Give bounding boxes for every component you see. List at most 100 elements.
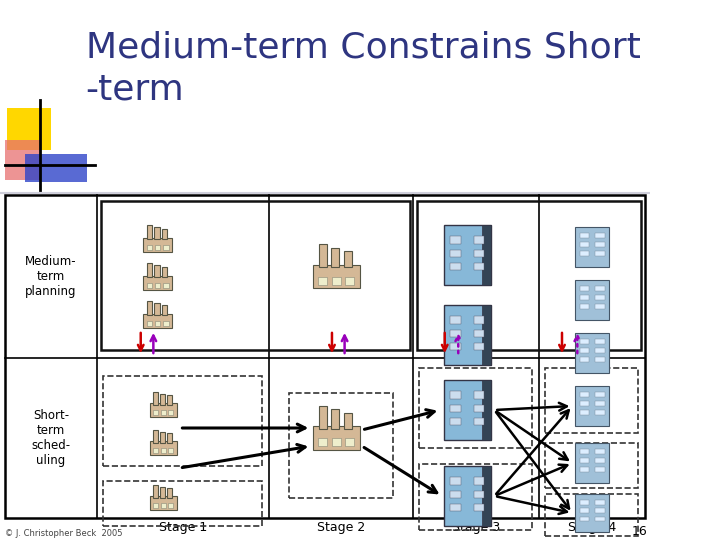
Bar — [580, 410, 590, 415]
Bar — [101, 201, 410, 350]
Bar — [154, 227, 160, 239]
Bar — [451, 404, 461, 412]
Bar — [482, 380, 491, 440]
Bar — [474, 491, 484, 498]
Bar — [103, 481, 261, 526]
Bar — [161, 503, 166, 508]
Bar — [580, 467, 590, 472]
Text: -term: -term — [86, 72, 184, 106]
Bar — [418, 368, 532, 448]
Bar — [474, 504, 484, 511]
Bar — [313, 427, 360, 449]
Bar — [451, 316, 461, 323]
Bar — [168, 503, 174, 508]
Bar — [580, 348, 590, 353]
Bar — [332, 438, 341, 446]
Bar — [147, 225, 152, 239]
Bar — [343, 251, 352, 267]
Bar — [156, 283, 161, 288]
Bar — [444, 305, 491, 365]
Bar — [474, 477, 484, 484]
Bar — [417, 201, 642, 350]
Text: Stage 4: Stage 4 — [568, 522, 616, 535]
Bar — [451, 477, 461, 484]
Bar — [580, 286, 590, 291]
Bar — [580, 401, 590, 406]
Bar — [163, 245, 168, 250]
Bar — [167, 489, 172, 498]
Bar — [451, 263, 461, 270]
Bar — [331, 248, 339, 267]
Bar — [153, 392, 158, 404]
Bar — [143, 276, 172, 290]
Bar — [160, 487, 165, 498]
Bar — [451, 343, 461, 350]
Bar — [168, 448, 174, 453]
Bar — [161, 410, 166, 415]
Text: Medium-term Constrains Short: Medium-term Constrains Short — [86, 30, 641, 64]
Bar — [580, 233, 590, 238]
Bar — [418, 464, 532, 530]
Bar — [153, 448, 158, 453]
Bar — [444, 466, 491, 526]
Bar — [575, 386, 609, 426]
Bar — [147, 283, 152, 288]
Text: Stage 3: Stage 3 — [452, 522, 500, 535]
Text: Short-
term
sched-
uling: Short- term sched- uling — [32, 409, 71, 467]
Bar — [595, 509, 605, 513]
Bar — [595, 401, 605, 406]
Bar — [575, 227, 609, 267]
Bar — [451, 491, 461, 498]
Bar — [474, 343, 484, 350]
Bar — [595, 295, 605, 300]
Bar — [153, 503, 158, 508]
Bar — [346, 276, 354, 285]
Bar — [595, 467, 605, 472]
Bar — [580, 449, 590, 454]
Bar — [474, 392, 484, 399]
Bar — [545, 368, 638, 433]
Bar — [474, 404, 484, 412]
Bar — [474, 316, 484, 323]
Bar — [595, 410, 605, 415]
Bar — [580, 509, 590, 513]
Bar — [147, 263, 152, 277]
Bar — [346, 438, 354, 446]
Bar — [580, 295, 590, 300]
Bar — [444, 380, 491, 440]
Bar — [163, 321, 168, 326]
Bar — [580, 251, 590, 256]
Bar — [595, 348, 605, 353]
Bar — [318, 276, 327, 285]
Bar — [580, 500, 590, 505]
Bar — [545, 494, 638, 536]
Text: Medium-
term
planning: Medium- term planning — [25, 255, 77, 298]
Bar — [580, 393, 590, 397]
Bar — [474, 329, 484, 337]
Bar — [595, 340, 605, 344]
Bar — [150, 496, 177, 510]
Bar — [595, 500, 605, 505]
Bar — [332, 276, 341, 285]
Bar — [163, 283, 168, 288]
Bar — [580, 357, 590, 362]
Bar — [150, 403, 177, 416]
Bar — [161, 448, 166, 453]
Bar — [595, 251, 605, 256]
Bar — [153, 429, 158, 443]
Bar — [580, 304, 590, 309]
Bar — [331, 409, 339, 429]
Bar — [482, 305, 491, 365]
Bar — [160, 394, 165, 404]
Bar — [580, 242, 590, 247]
Bar — [289, 393, 393, 498]
Bar — [580, 458, 590, 463]
Bar — [595, 517, 605, 521]
Bar — [451, 329, 461, 337]
Text: 16: 16 — [632, 525, 648, 538]
Bar — [575, 280, 609, 320]
Bar — [595, 304, 605, 309]
Bar — [319, 406, 327, 429]
Bar — [167, 434, 172, 443]
Bar — [575, 333, 609, 373]
